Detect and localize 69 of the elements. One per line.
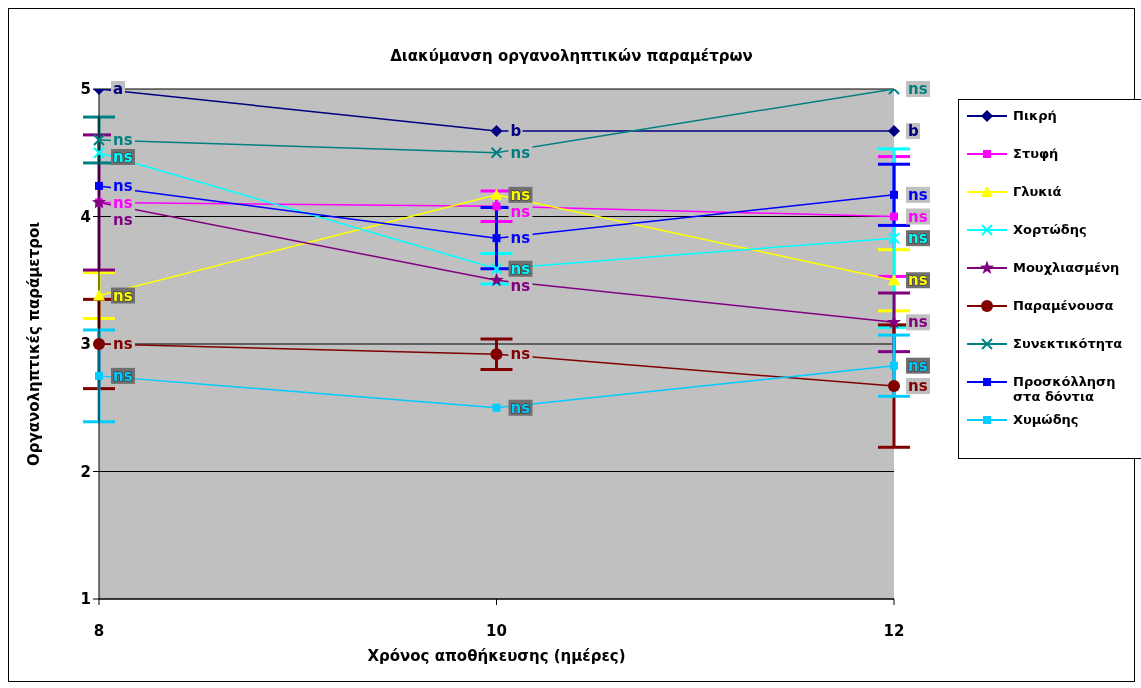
data-label: ns bbox=[908, 80, 928, 98]
data-label: ns bbox=[510, 345, 531, 364]
point bbox=[489, 272, 504, 287]
legend-label: Πικρή bbox=[1013, 108, 1057, 123]
point bbox=[890, 361, 898, 370]
point bbox=[95, 371, 103, 380]
point bbox=[91, 194, 107, 209]
y-tick-label: 1 bbox=[80, 590, 91, 609]
data-label: ns bbox=[908, 313, 928, 332]
data-label: ns bbox=[510, 259, 531, 278]
legend-label: Στυφή bbox=[1013, 146, 1059, 161]
legend-label: Μουχλιασμένη bbox=[1013, 260, 1120, 275]
point bbox=[490, 188, 503, 200]
point bbox=[93, 146, 105, 159]
data-label: ns bbox=[908, 229, 928, 248]
chart-title: Διακύμανση οργανοληπτικών παραμέτρων bbox=[389, 46, 754, 67]
point bbox=[888, 232, 900, 245]
legend-label: Γλυκιά bbox=[1013, 184, 1062, 199]
data-label: ns bbox=[113, 366, 133, 385]
point bbox=[490, 262, 503, 275]
data-label: ns bbox=[113, 286, 133, 305]
x-axis-title: Χρόνος αποθήκευσης (ημέρες) bbox=[367, 647, 626, 665]
point bbox=[93, 289, 105, 301]
legend-label: Συνεκτικότητα bbox=[1013, 336, 1123, 351]
point bbox=[490, 348, 503, 361]
data-label: ns bbox=[510, 185, 531, 204]
point bbox=[490, 146, 503, 159]
point bbox=[492, 202, 501, 211]
point bbox=[492, 403, 501, 412]
x-tick-label: 10 bbox=[486, 621, 507, 640]
y-tick-label: 2 bbox=[80, 462, 91, 481]
legend-label: Χυμώδης bbox=[1013, 412, 1079, 427]
x-tick-label: 12 bbox=[883, 621, 905, 640]
x-tick-label: 8 bbox=[93, 621, 105, 640]
point bbox=[490, 125, 503, 138]
data-label: ns bbox=[908, 356, 928, 375]
point bbox=[890, 212, 898, 221]
legend-label: Παραμένουσα bbox=[1013, 298, 1114, 313]
point bbox=[95, 181, 103, 190]
data-label: ns bbox=[908, 377, 928, 396]
data-label: ns bbox=[113, 148, 133, 166]
data-label: ns bbox=[113, 193, 133, 212]
legend-label: Προσκόλληση στα δόντια bbox=[1013, 374, 1117, 404]
legend-label: Χορτώδης bbox=[1013, 222, 1087, 237]
point bbox=[93, 134, 105, 146]
data-label: ns bbox=[113, 335, 133, 353]
data-label: ns bbox=[510, 229, 531, 248]
data-label: ns bbox=[510, 143, 531, 162]
point bbox=[492, 234, 501, 243]
point bbox=[890, 190, 898, 199]
data-label: a bbox=[113, 80, 124, 98]
y-tick-label: 3 bbox=[80, 335, 91, 354]
point bbox=[888, 274, 900, 286]
data-label: ns bbox=[510, 398, 531, 417]
data-label: b bbox=[510, 122, 522, 141]
point bbox=[888, 125, 900, 138]
data-label: ns bbox=[510, 202, 531, 221]
data-label: ns bbox=[113, 176, 133, 195]
data-label: ns bbox=[908, 185, 928, 204]
data-label: ns bbox=[113, 131, 133, 149]
data-label: b bbox=[908, 122, 919, 141]
data-label: ns bbox=[113, 210, 133, 229]
y-tick-label: 5 bbox=[80, 80, 91, 99]
point bbox=[888, 380, 900, 393]
y-axis-title: Οργανοληπτικές παράμετροι bbox=[25, 221, 44, 467]
data-label: ns bbox=[908, 271, 928, 290]
data-label: ns bbox=[510, 276, 531, 295]
y-tick-label: 4 bbox=[80, 207, 91, 226]
data-label: ns bbox=[908, 207, 928, 226]
